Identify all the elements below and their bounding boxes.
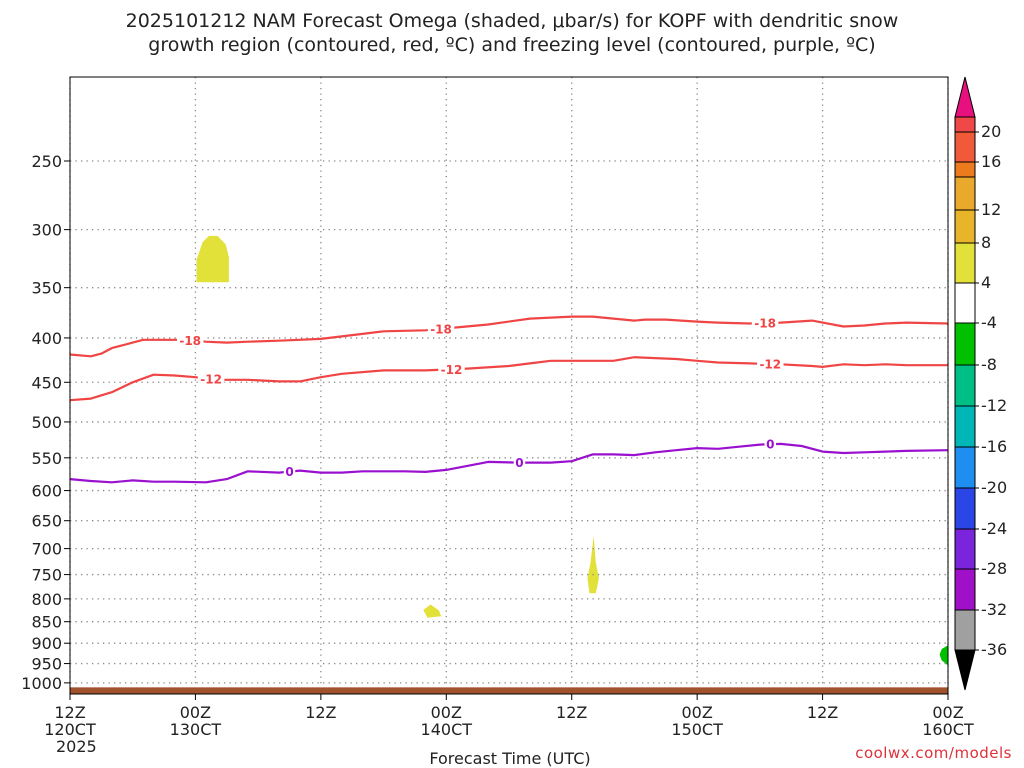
y-tick-label-1000: 1000 — [21, 674, 62, 693]
y-axis-ticks: 250 300 350 400 450 500 550 600 650 700 750 800 850 9… — [21, 152, 70, 693]
colorbar-label-5: 4 — [981, 273, 991, 292]
x-tick-label-84-0: 00Z — [932, 703, 963, 722]
y-tick-label-450: 450 — [31, 373, 62, 392]
x-tick-label-72-0: 12Z — [807, 703, 838, 722]
colorbar-label-4: 8 — [981, 233, 991, 252]
ground-area — [70, 687, 948, 694]
colorbar-bottom-arrow — [954, 649, 976, 691]
x-tick-label-0-1: 120CT — [44, 720, 96, 739]
contour-label-minus12-0: -12 — [200, 373, 222, 387]
x-tick-label-60-0: 00Z — [681, 703, 712, 722]
contour-minus18 — [69, 315, 949, 358]
colorbar-box-4 — [954, 209, 976, 244]
omega-shading-layer — [196, 235, 948, 666]
contour-label-bg-zero-1 — [513, 455, 526, 470]
y-tick-label-350: 350 — [31, 279, 62, 298]
colorbar-label-8: -12 — [981, 396, 1007, 415]
y-tick-label-800: 800 — [31, 590, 62, 609]
y-tick-label-250: 250 — [31, 152, 62, 171]
contour-label-bg-minus18-2 — [751, 316, 779, 331]
x-tick-label-36-0: 00Z — [431, 703, 462, 722]
contour-label-minus12-1: -12 — [441, 363, 463, 377]
colorbar-box-14 — [954, 609, 976, 651]
colorbar-label-1: 16 — [981, 152, 1001, 171]
omega-blob-green — [939, 645, 948, 666]
y-tick-label-750: 750 — [31, 566, 62, 585]
colorbar-top-arrow — [954, 76, 976, 118]
colorbar-box-10 — [954, 446, 976, 489]
y-tick-label-400: 400 — [31, 329, 62, 348]
contour-label-bg-minus12-2 — [757, 356, 784, 371]
x-tick-label-12-0: 00Z — [180, 703, 211, 722]
contour-label-minus18-0: -18 — [179, 334, 201, 348]
omega-blob-low — [423, 604, 442, 618]
x-tick-label-48-0: 12Z — [556, 703, 587, 722]
contour-label-zero-2: 0 — [766, 438, 774, 452]
y-tick-label-550: 550 — [31, 449, 62, 468]
contour-label-zero-0: 0 — [285, 465, 293, 479]
x-tick-label-12-1: 130CT — [170, 720, 222, 739]
x-tick-label-24-0: 12Z — [305, 703, 336, 722]
colorbar-box-12 — [954, 528, 976, 570]
colorbar-label-0: 20 — [981, 122, 1001, 141]
contour-label-bg-minus18-0 — [176, 333, 204, 348]
colorbar-label-12: -28 — [981, 559, 1007, 578]
colorbar-box-9 — [954, 405, 976, 448]
x-tick-label-36-1: 140CT — [421, 720, 473, 739]
contour-label-minus18-1: -18 — [430, 322, 452, 336]
colorbar: 20 16 12 8 4 -4 -8 -12 -16 -20 -24 -28 -32 -36 — [954, 76, 1007, 691]
colorbar-label-13: -32 — [981, 600, 1007, 619]
x-axis-label: Forecast Time (UTC) — [429, 749, 590, 768]
y-tick-label-950: 950 — [31, 655, 62, 674]
plot-frame — [69, 76, 949, 695]
colorbar-box-2 — [954, 161, 976, 178]
contour-label-bg-minus12-1 — [438, 362, 465, 377]
contour-minus12 — [69, 356, 948, 402]
contour-label-minus12-2: -12 — [759, 357, 781, 371]
colorbar-box-0 — [954, 116, 976, 133]
colorbar-label-6: -4 — [981, 313, 997, 332]
x-tick-label-84-1: 160CT — [922, 720, 974, 739]
colorbar-label-11: -24 — [981, 519, 1007, 538]
omega-blob-upper — [196, 235, 229, 283]
y-tick-label-300: 300 — [31, 221, 62, 240]
y-tick-label-900: 900 — [31, 634, 62, 653]
colorbar-box-11 — [954, 487, 976, 530]
contour-layer: -18 -18 -18 -12 -12 -12 0 0 0 — [69, 315, 949, 484]
x-tick-label-60-1: 150CT — [671, 720, 723, 739]
contour-label-zero-1: 0 — [515, 456, 523, 470]
chart-title-line-2: growth region (contoured, red, ºC) and f… — [148, 34, 876, 56]
y-tick-label-500: 500 — [31, 413, 62, 432]
colorbar-box-8 — [954, 364, 976, 407]
contour-label-bg-minus12-0 — [197, 372, 225, 387]
contour-label-bg-zero-0 — [283, 464, 296, 479]
chart-title-line-1: 2025101212 NAM Forecast Omega (shaded, μ… — [125, 10, 899, 32]
colorbar-label-10: -20 — [981, 478, 1007, 497]
colorbar-label-14: -36 — [981, 640, 1007, 659]
omega-blob-mid — [587, 536, 599, 594]
contour-zero — [69, 442, 949, 484]
colorbar-label-3: 12 — [981, 200, 1001, 219]
colorbar-box-7 — [954, 322, 976, 366]
contour-label-bg-zero-2 — [764, 437, 777, 452]
y-tick-label-700: 700 — [31, 540, 62, 559]
contour-label-bg-minus18-1 — [427, 321, 455, 336]
colorbar-box-13 — [954, 568, 976, 611]
colorbar-label-9: -16 — [981, 437, 1007, 456]
x-tick-label-0-2: 2025 — [56, 737, 97, 756]
colorbar-box-3 — [954, 176, 976, 211]
y-tick-label-850: 850 — [31, 613, 62, 632]
x-tick-label-0-0: 12Z — [54, 703, 85, 722]
y-tick-label-600: 600 — [31, 482, 62, 501]
credit-text: coolwx.com/models — [855, 744, 1012, 762]
colorbar-box-6 — [954, 282, 976, 324]
y-tick-label-650: 650 — [31, 512, 62, 531]
contour-label-minus18-2: -18 — [754, 317, 776, 331]
colorbar-box-1 — [954, 131, 976, 163]
colorbar-box-5 — [954, 242, 976, 284]
colorbar-label-7: -8 — [981, 355, 997, 374]
